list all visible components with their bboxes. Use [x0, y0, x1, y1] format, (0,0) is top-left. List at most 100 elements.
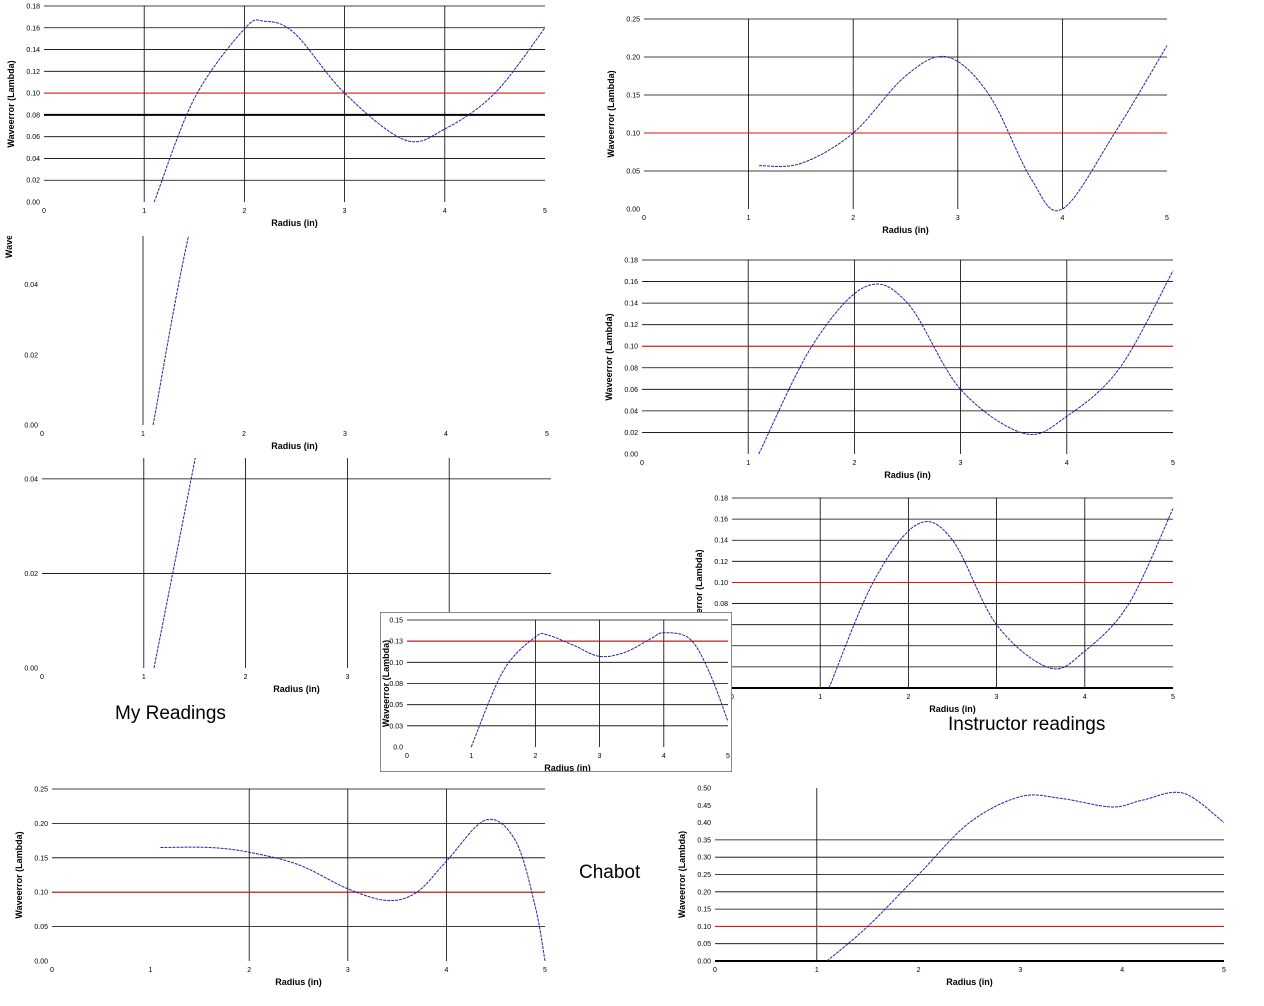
x-tick-label: 5: [543, 208, 547, 215]
x-tick-label: 0: [50, 967, 54, 974]
x-tick-label: 4: [1083, 694, 1087, 701]
x-tick-label: 3: [343, 431, 347, 438]
chart-svg: 0.00 0.05 0.10 0.15 0.20 0.25 0 1 2 3 4 5 Radius (in…: [14, 787, 547, 988]
y-tick-label: 0.14: [714, 538, 728, 545]
x-tick-label: 0: [405, 753, 409, 760]
y-tick-label: 0.12: [26, 69, 40, 76]
y-tick-label: 0.15: [697, 907, 711, 914]
x-tick-label: 2: [244, 674, 248, 681]
y-tick-label: 0.10: [389, 660, 403, 667]
y-tick-label: 0.00: [24, 666, 38, 673]
y-tick-label: 0.10: [714, 580, 728, 587]
y-tick-label: 0.10: [34, 890, 48, 897]
waveerror-curve: [160, 818, 546, 962]
y-axis-title: Waveerror (Lambda): [4, 236, 14, 258]
y-tick-label: 0.00: [26, 200, 40, 207]
x-tick-label: 0: [42, 208, 46, 215]
chart-svg: 0.00 0.05 0.10 0.15 0.20 0.25 0 1 2 3 4 5 Radius (in…: [606, 17, 1169, 236]
x-axis-title: Radius (in): [884, 470, 931, 480]
y-axis-title: Waveerror (Lambda): [604, 313, 614, 400]
y-tick-label: 0.06: [624, 387, 638, 394]
y-tick-label: 0.14: [26, 47, 40, 54]
y-tick-label: 0.05: [34, 924, 48, 931]
y-tick-label: 0.16: [26, 25, 40, 32]
y-tick-label: 0.25: [626, 17, 640, 24]
x-tick-label: 2: [242, 431, 246, 438]
x-tick-label: 1: [746, 460, 750, 467]
y-tick-label: 0.00: [624, 452, 638, 459]
chart-svg: 0.000.020.040.060.080.100.12012345Radius…: [4, 236, 549, 451]
y-tick-label: 0.00: [34, 959, 48, 966]
x-axis-title: Radius (in): [929, 704, 976, 714]
x-tick-label: 0: [730, 694, 734, 701]
x-tick-label: 1: [818, 694, 822, 701]
x-tick-label: 0: [640, 460, 644, 467]
y-tick-label: 0.04: [26, 156, 40, 163]
y-tick-label: 0.50: [697, 786, 711, 793]
x-axis-title: Radius (in): [271, 218, 318, 228]
x-tick-label: 5: [1222, 967, 1226, 974]
x-tick-label: 2: [851, 215, 855, 222]
y-tick-label: 0.25: [34, 787, 48, 794]
y-tick-label: 0.35: [697, 837, 711, 844]
x-tick-label: 2: [242, 208, 246, 215]
x-tick-label: 0: [40, 431, 44, 438]
chart-svg: 0.00 0.05 0.10 0.15 0.20 0.25 0.30 0.35 0.40 0.45…: [677, 786, 1226, 988]
x-axis-title: Radius (in): [273, 684, 320, 694]
y-tick-label: 0.15: [34, 855, 48, 862]
x-tick-label: 3: [345, 674, 349, 681]
waveerror-curve: [758, 270, 1174, 455]
chart-svg: 0.00 0.02 0.04 0.06 0.08 0.10 0.12 0.14 0.16 0.18…: [6, 4, 547, 229]
chart-svg: 0.00 0.02 0.04 0.06 0.08 0.10 0.12 0.14 0.16 0.18…: [604, 258, 1175, 481]
y-tick-label: 0.04: [624, 408, 638, 415]
y-tick-label: 0.10: [624, 344, 638, 351]
y-tick-label: 0.00: [697, 959, 711, 966]
y-tick-label: 0.0: [393, 745, 403, 752]
y-tick-label: 0.02: [624, 430, 638, 437]
x-axis-title: Radius (in): [275, 977, 322, 987]
y-tick-label: 0.08: [26, 112, 40, 119]
y-axis-title: Waveerror (Lambda): [381, 640, 391, 727]
y-axis-title: Waveerror (Lambda): [694, 549, 704, 636]
y-axis-title: Waveerror (Lambda): [6, 60, 16, 147]
x-tick-label: 2: [247, 967, 251, 974]
y-axis-title: Waveerror (Lambda): [14, 831, 24, 918]
caption-chabot: Chabot: [579, 862, 641, 883]
y-tick-label: 0.10: [26, 91, 40, 98]
x-tick-label: 3: [1018, 967, 1022, 974]
waveerror-curve: [153, 19, 546, 203]
y-tick-label: 0.15: [389, 618, 403, 625]
y-tick-label: 0.05: [697, 941, 711, 948]
x-tick-label: 4: [443, 208, 447, 215]
caption-instructor-readings: Instructor readings: [948, 714, 1106, 735]
x-tick-label: 1: [815, 967, 819, 974]
y-tick-label: 0.02: [24, 352, 38, 359]
x-tick-label: 5: [545, 431, 549, 438]
chart-7: 0.0 0.03 0.05 0.08 0.10 0.13 0.15 0 1 2 3 4 5 Radius …: [380, 612, 732, 772]
x-tick-label: 4: [444, 967, 448, 974]
waveerror-curve: [470, 632, 729, 748]
waveerror-curve: [759, 45, 1168, 212]
y-axis-title: Waveerror (Lambda): [606, 70, 616, 157]
x-tick-label: 5: [1165, 215, 1169, 222]
x-axis-title: Radius (in): [544, 763, 591, 771]
y-tick-label: 0.12: [714, 559, 728, 566]
chart-1: 0.00 0.02 0.04 0.06 0.08 0.10 0.12 0.14 0.16 0.18…: [0, 0, 555, 235]
y-tick-label: 0.20: [697, 889, 711, 896]
x-tick-label: 0: [40, 674, 44, 681]
y-tick-label: 0.08: [714, 601, 728, 608]
waveerror-curve: [152, 236, 190, 426]
y-tick-label: 0.08: [624, 365, 638, 372]
x-axis-title: Radius (in): [946, 977, 993, 987]
y-tick-label: 0.03: [389, 723, 403, 730]
caption-my-readings: My Readings: [115, 703, 226, 724]
y-axis-title: Waveerror (Lambda): [677, 831, 687, 918]
x-tick-label: 5: [726, 753, 730, 760]
x-tick-label: 2: [533, 753, 537, 760]
y-tick-label: 0.45: [697, 803, 711, 810]
x-tick-label: 4: [662, 753, 666, 760]
x-tick-label: 3: [956, 215, 960, 222]
chart-8: 0.00 0.05 0.10 0.15 0.20 0.25 0 1 2 3 4 5 Radius (in…: [0, 780, 560, 1000]
x-axis-title: Radius (in): [882, 225, 929, 235]
x-tick-label: 4: [444, 431, 448, 438]
